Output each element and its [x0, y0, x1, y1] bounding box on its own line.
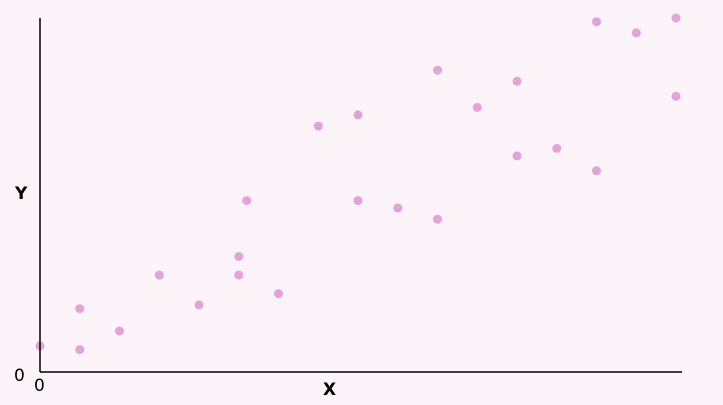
scatter-point-7: [234, 270, 244, 280]
scatter-point-18: [512, 151, 522, 161]
scatter-point-19: [552, 143, 562, 153]
scatter-point-15: [433, 65, 442, 75]
scatter-point-11: [353, 110, 363, 120]
x-axis-title: X: [323, 380, 336, 400]
scatter-point-23: [671, 91, 681, 101]
scatter-point-6: [234, 252, 244, 261]
scatter-point-8: [242, 196, 252, 206]
scatter-point-16: [472, 102, 482, 112]
x-tick-label-0: 0: [34, 376, 45, 396]
scatter-point-2: [75, 304, 85, 314]
y-axis-title: Y: [14, 184, 28, 204]
scatter-point-9: [274, 289, 283, 299]
scatter-point-5: [194, 300, 204, 310]
data-points: [35, 13, 681, 355]
scatter-point-1: [75, 345, 85, 355]
scatter-point-10: [313, 121, 323, 131]
scatter-point-17: [512, 76, 522, 86]
y-tick-label-0: 0: [14, 366, 25, 386]
scatter-point-24: [671, 13, 681, 23]
scatter-point-22: [631, 28, 641, 38]
scatter-point-13: [393, 203, 403, 213]
scatter-point-12: [353, 196, 363, 206]
scatter-point-3: [115, 326, 124, 336]
scatter-point-14: [433, 214, 442, 224]
scatter-point-21: [592, 17, 601, 27]
scatter-point-20: [592, 166, 601, 176]
scatter-point-4: [154, 270, 164, 280]
